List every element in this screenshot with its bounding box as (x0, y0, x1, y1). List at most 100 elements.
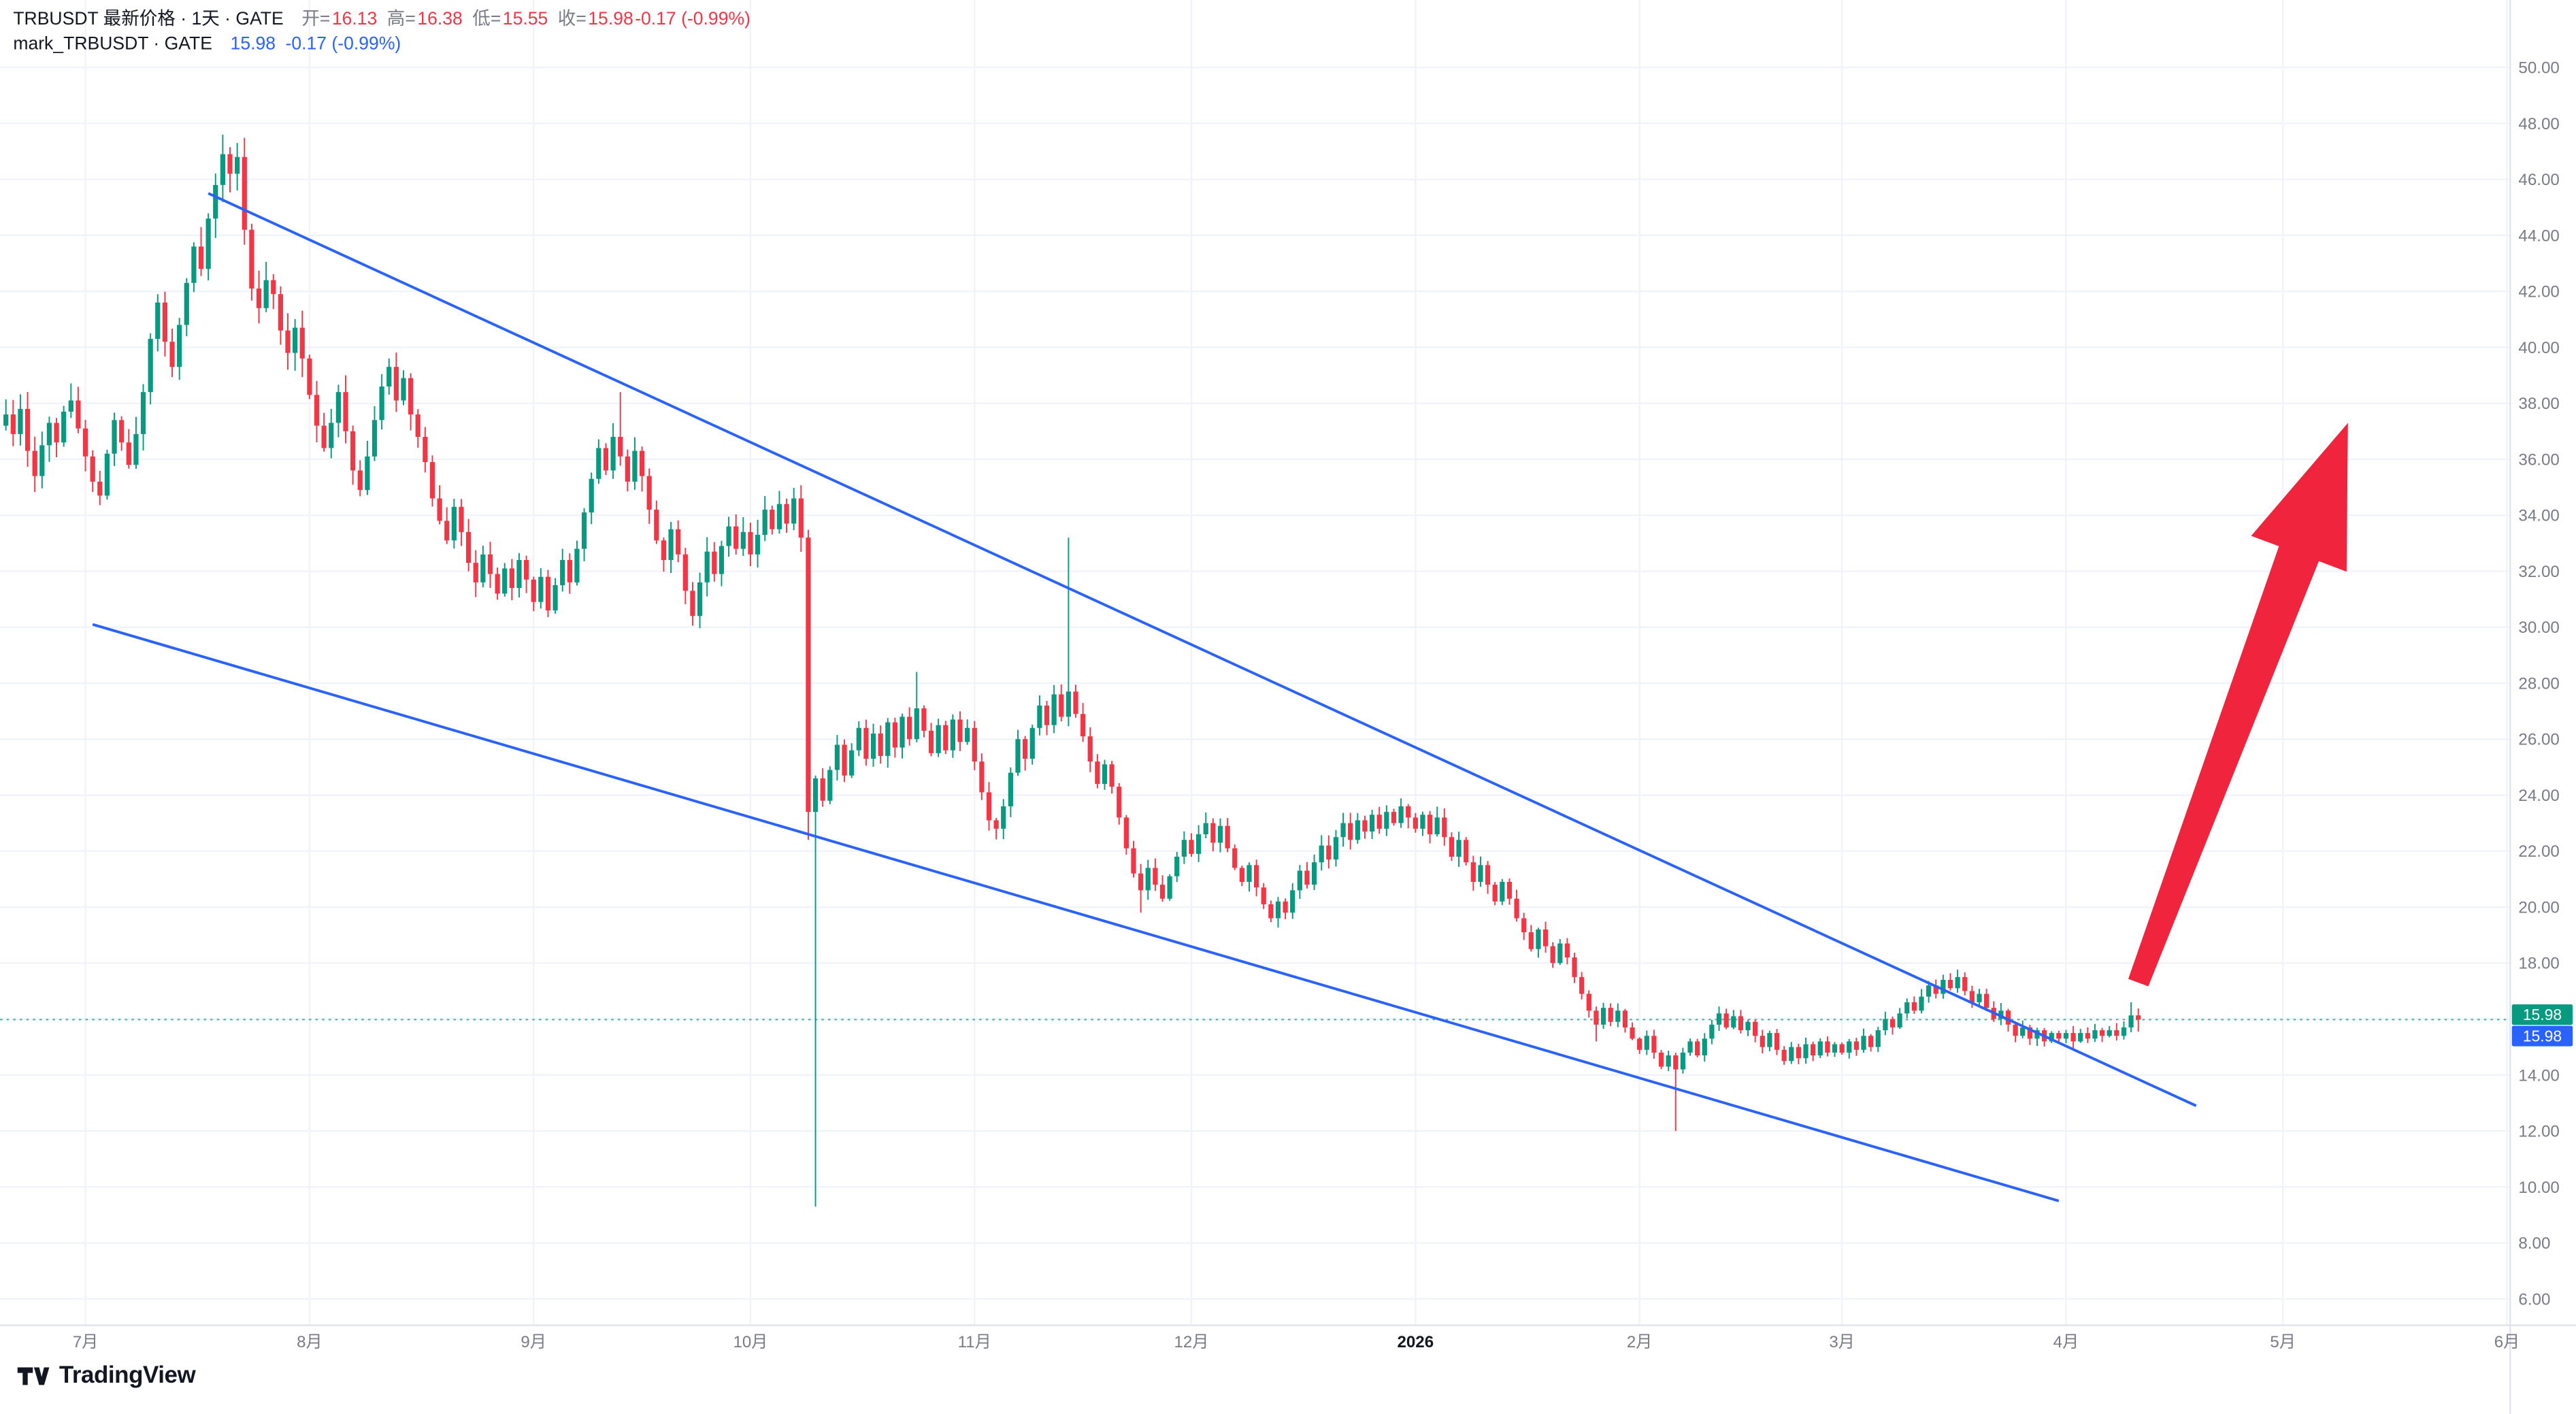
candle-body (697, 582, 703, 616)
candle-body (748, 531, 753, 555)
candle-body (1117, 787, 1122, 818)
candle-body (335, 392, 342, 423)
candle-body (639, 450, 645, 476)
candle-body (1853, 1041, 1860, 1050)
candle-body (661, 540, 667, 560)
candle-body (2013, 1024, 2018, 1036)
candle-body (1217, 825, 1223, 843)
candle-body (1037, 705, 1042, 728)
candles[interactable] (3, 134, 2141, 1207)
candle-body (249, 229, 254, 289)
candle-body (885, 722, 891, 756)
candle-body (1195, 834, 1202, 854)
up-arrow-annotation[interactable] (2128, 423, 2348, 987)
candle-body (1666, 1055, 1671, 1067)
legend-line-main[interactable]: TRBUSDT 最新价格 · 1天 · GATE 开= 16.13 高= 16.38 低=… (13, 8, 750, 33)
candle-body (516, 559, 522, 589)
candle-body (2092, 1030, 2098, 1039)
candle-body (1861, 1036, 1866, 1050)
candle-body (191, 246, 197, 283)
candle-body (213, 184, 218, 219)
candle-body (1246, 865, 1252, 883)
candle-body (97, 481, 103, 496)
candle-body (227, 154, 233, 174)
candle-body (293, 327, 298, 353)
candle-body (733, 526, 739, 549)
candle-body (1897, 1013, 1902, 1027)
candle-body (155, 302, 161, 340)
candle-body (1427, 815, 1433, 835)
candle-body (1297, 870, 1302, 891)
legend-line-mark[interactable]: mark_TRBUSDT · GATE 15.98 -0.17 (-0.99%) (13, 33, 750, 57)
mark-series-title[interactable]: mark_TRBUSDT · GATE (13, 34, 212, 54)
candle-body (1023, 739, 1028, 759)
candle-body (1015, 739, 1021, 773)
candle-body (133, 433, 139, 465)
candle-body (1225, 825, 1230, 849)
candle-body (1962, 976, 1968, 991)
candle-body (1087, 736, 1093, 762)
candle-body (1095, 761, 1100, 785)
lower-trendline[interactable] (92, 623, 2060, 1202)
candle-body (2020, 1027, 2026, 1036)
price-axis[interactable]: 50.00 48.00 46.00 44.00 42.00 40.00 38.00 36.00… (2509, 0, 2560, 1414)
price-tick-label: 40.00 (2518, 339, 2559, 357)
candle-body (545, 576, 551, 611)
candle-body (1947, 979, 1953, 989)
price-tick-label: 38.00 (2518, 395, 2559, 413)
high-value: 16.38 (417, 10, 463, 30)
candle-body (386, 367, 392, 387)
candle-body (1109, 764, 1114, 787)
candle-body (465, 531, 472, 563)
candle-body (957, 719, 963, 742)
candle-body (1464, 840, 1469, 863)
price-tick-label: 26.00 (2518, 731, 2559, 749)
tradingview-logo-icon (17, 1367, 50, 1385)
candle-body (1514, 898, 1519, 919)
candle-body (307, 358, 312, 395)
candle-body (740, 531, 746, 549)
candle-body (993, 820, 999, 829)
tradingview-logo[interactable]: TradingView (16, 1360, 196, 1392)
candle-body (1789, 1047, 1794, 1062)
candle-body (1008, 772, 1014, 806)
candle-body (2128, 1015, 2134, 1027)
symbol-title[interactable]: TRBUSDT 最新价格 · 1天 · GATE (13, 10, 284, 30)
candle-body (1066, 691, 1072, 717)
candle-body (509, 568, 514, 589)
candle-body (1362, 820, 1368, 832)
tradingview-logo-text: TradingView (59, 1363, 196, 1390)
candle-body (1304, 870, 1310, 885)
price-axis-labels: 15.98 15.98 (2511, 1004, 2573, 1047)
candle-body (1572, 957, 1577, 977)
candle-body (1369, 815, 1375, 832)
candle-body (552, 585, 558, 611)
candle-body (2107, 1030, 2112, 1036)
candle-body (46, 423, 52, 446)
candle-body (68, 400, 73, 412)
candle-body (690, 591, 695, 616)
time-axis[interactable]: 7月 8月 9月 10月 11月 12月 2026 2月 3月 4月 5月 6月 (0, 1324, 2576, 1352)
candle-body (1586, 993, 1591, 1011)
upper-trendline[interactable] (208, 192, 2197, 1107)
candle-body (1326, 845, 1332, 860)
candle-body (1434, 817, 1440, 835)
candle-body (1753, 1021, 1758, 1036)
candle-body (299, 327, 305, 359)
candle-body (610, 437, 616, 471)
candle-body (242, 157, 247, 230)
candle-body (863, 727, 869, 759)
candle-body (726, 526, 731, 546)
candle-body (1138, 873, 1144, 891)
candle-body (2005, 1010, 2011, 1025)
candle-body (429, 462, 435, 499)
time-tick-label: 5月 (2270, 1333, 2296, 1351)
candle-body (495, 574, 500, 594)
candle-body (1803, 1044, 1809, 1059)
candle-body (776, 504, 782, 529)
candle-body (1738, 1016, 1744, 1031)
candle-body (473, 563, 478, 582)
candle-body (1702, 1038, 1707, 1056)
mark-price-tag (2511, 1025, 2573, 1047)
